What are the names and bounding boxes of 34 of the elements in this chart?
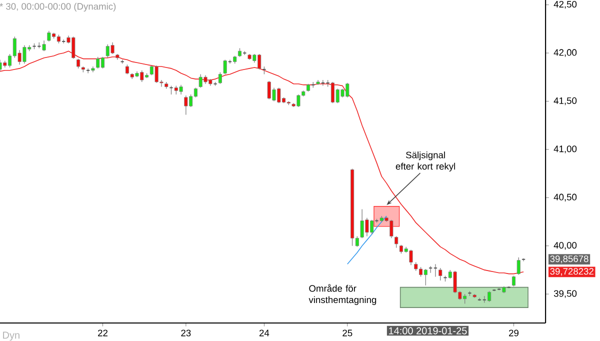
y-tick-label: 39,50 xyxy=(554,290,577,298)
candlestick xyxy=(394,236,398,248)
x-tick-label: 25 xyxy=(342,330,352,336)
y-tick-label: 40,00 xyxy=(554,242,577,250)
candlestick xyxy=(42,40,46,52)
candlestick xyxy=(76,58,80,69)
x-tick-label: 23 xyxy=(181,330,191,336)
candlestick xyxy=(91,66,95,73)
candlestick xyxy=(477,298,482,302)
candlestick xyxy=(512,275,516,287)
band-label: Område för vinsthemtagning xyxy=(308,284,376,305)
y-tick-label: 42,00 xyxy=(554,49,577,57)
candlestick xyxy=(125,64,129,75)
y-tick-label: 42,50 xyxy=(554,0,577,9)
x-tick-label: 29 xyxy=(509,330,518,336)
text: 39,85678 xyxy=(550,256,588,264)
text: 39,728232 xyxy=(550,268,594,276)
candlestick xyxy=(223,59,227,75)
candlestick xyxy=(488,290,492,302)
y-tick-label: 40,50 xyxy=(554,194,577,202)
y-tick-label: 41,00 xyxy=(554,146,577,154)
text: Dyn xyxy=(3,332,20,341)
text: 14:00 2019-01-25 xyxy=(389,327,467,334)
x-tick-label: 24 xyxy=(259,330,270,336)
x-tick-label: 22 xyxy=(98,330,108,336)
candlestick xyxy=(522,258,526,262)
annotation: Säljsignal efter kort rekyl xyxy=(396,151,456,172)
y-tick-label: 41,50 xyxy=(554,97,577,106)
candlestick xyxy=(433,264,438,278)
candlestick xyxy=(438,268,442,281)
chart-title: * 30, 00:00-00:00 (Dynamic) xyxy=(0,2,116,12)
candlestick xyxy=(428,266,433,274)
candlestick xyxy=(516,257,520,276)
candlestick xyxy=(218,72,222,84)
